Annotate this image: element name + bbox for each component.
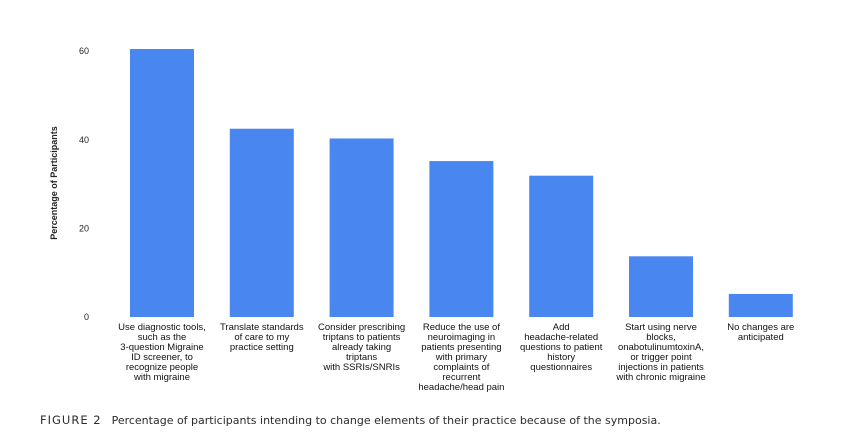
category-label-line: Add bbox=[553, 322, 570, 333]
category-label-line: complaints of bbox=[433, 362, 489, 373]
category-label-line: ID screener, to bbox=[131, 352, 193, 363]
y-tick-label: 40 bbox=[79, 135, 89, 145]
category-label-line: with primary bbox=[435, 352, 487, 363]
bar bbox=[728, 293, 793, 317]
bars bbox=[130, 48, 793, 318]
category-label-line: recognize people bbox=[126, 362, 198, 373]
y-tick-label: 20 bbox=[79, 223, 89, 233]
category-label: Add headache-related questions to patient h… bbox=[520, 322, 603, 373]
category-label-line: patients presenting bbox=[421, 342, 501, 353]
bar bbox=[229, 128, 294, 317]
y-tick-label: 0 bbox=[84, 312, 89, 322]
figure-caption: FIGURE 2 Percentage of participants inten… bbox=[40, 413, 661, 427]
category-label-line: Translate standards bbox=[220, 322, 304, 333]
category-label-line: onabotulinumtoxinA, bbox=[618, 342, 704, 353]
category-label-line: triptans bbox=[346, 352, 377, 363]
category-label-line: practice setting bbox=[230, 342, 294, 353]
category-label: Consider prescribing triptans to patients… bbox=[318, 322, 405, 373]
category-label-line: headache/head pain bbox=[418, 382, 504, 393]
category-label-line: such as the bbox=[138, 332, 187, 343]
category-label-line: with migraine bbox=[133, 372, 190, 383]
category-label: Reduce the use of neuroimaging in patients… bbox=[418, 322, 504, 393]
category-labels: Use diagnostic tools, such as the 3-questi… bbox=[118, 322, 794, 393]
category-label-line: of care to my bbox=[234, 332, 289, 343]
category-label-line: injections in patients bbox=[618, 362, 704, 373]
category-label-line: neuroimaging in bbox=[428, 332, 496, 343]
y-axis-label: Percentage of Participants bbox=[49, 126, 59, 240]
figure-label: FIGURE 2 bbox=[40, 413, 102, 427]
category-label: Use diagnostic tools, such as the 3-questi… bbox=[118, 322, 206, 383]
bar-chart: Percentage of Participants 0 20 40 60 Use d… bbox=[49, 46, 794, 393]
y-axis-ticks: 0 20 40 60 bbox=[79, 46, 89, 322]
category-label: Start using nerve blocks, onabotulinumtoxi… bbox=[615, 322, 705, 383]
category-label-line: questionnaires bbox=[530, 362, 592, 373]
category-label-line: questions to patient bbox=[520, 342, 603, 353]
category-label-line: blocks, bbox=[646, 332, 676, 343]
category-label-line: headache-related bbox=[524, 332, 598, 343]
category-label-line: with SSRIs/SNRIs bbox=[322, 362, 400, 373]
category-label-line: triptans to patients bbox=[323, 332, 401, 343]
category-label-line: No changes are bbox=[727, 322, 794, 333]
category-label-line: Use diagnostic tools, bbox=[118, 322, 206, 333]
category-label-line: or trigger point bbox=[630, 352, 692, 363]
category-label-line: Consider prescribing bbox=[318, 322, 405, 333]
category-label-line: Start using nerve bbox=[625, 322, 697, 333]
category-label-line: recurrent bbox=[442, 372, 480, 383]
category-label: No changes are anticipated bbox=[727, 322, 794, 343]
category-label-line: history bbox=[547, 352, 575, 363]
bar bbox=[329, 138, 394, 317]
category-label-line: with chronic migraine bbox=[615, 372, 705, 383]
bar bbox=[629, 256, 693, 317]
bar bbox=[130, 48, 194, 318]
y-tick-label: 60 bbox=[79, 46, 89, 56]
category-label: Translate standards of care to my practice… bbox=[220, 322, 304, 353]
figure-caption-text: Percentage of participants intending to … bbox=[111, 414, 661, 427]
category-label-line: already taking bbox=[332, 342, 391, 353]
bar bbox=[529, 175, 594, 317]
category-label-line: 3-question Migraine bbox=[120, 342, 203, 353]
category-label-line: Reduce the use of bbox=[423, 322, 500, 333]
bar bbox=[429, 161, 494, 317]
category-label-line: anticipated bbox=[738, 332, 784, 343]
